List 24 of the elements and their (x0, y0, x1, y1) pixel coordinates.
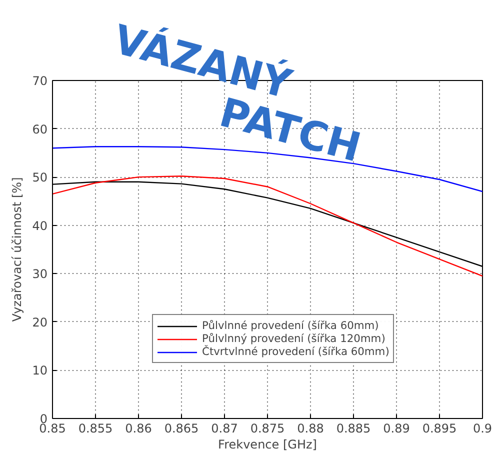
x-tick-label: 0.855 (78, 422, 113, 436)
x-tick-label: 0.9 (472, 422, 492, 436)
y-tick-label: 50 (32, 170, 48, 185)
y-tick-label: 30 (32, 267, 48, 282)
legend-label: Půlvlnný provedení (šířka 120mm) (202, 332, 386, 345)
y-axis-title: Vyzařovací účinnost [%] (10, 177, 24, 322)
legend-label: Čtvrtvlnné provedení (šířka 60mm) (202, 345, 390, 358)
x-tick-label: 0.895 (422, 422, 457, 436)
x-axis-title: Frekvence [GHz] (218, 438, 317, 452)
x-tick-label: 0.865 (164, 422, 199, 436)
y-tick-label: 40 (32, 218, 48, 233)
y-tick-label: 70 (32, 74, 48, 88)
x-tick-label: 0.88 (297, 422, 324, 436)
legend-label: Půlvlnné provedení (šířka 60mm) (202, 319, 379, 332)
x-tick-label: 0.86 (125, 422, 152, 436)
x-tick-label: 0.85 (39, 422, 66, 436)
y-tick-label: 60 (32, 122, 48, 136)
line-series (52, 176, 482, 277)
x-tick-label: 0.87 (211, 422, 238, 436)
x-tick-label: 0.875 (250, 422, 285, 436)
y-tick-label: 20 (32, 315, 48, 330)
y-tick-label: 10 (32, 364, 48, 378)
x-tick-label: 0.885 (336, 422, 371, 436)
x-tick-label: 0.89 (383, 422, 410, 436)
